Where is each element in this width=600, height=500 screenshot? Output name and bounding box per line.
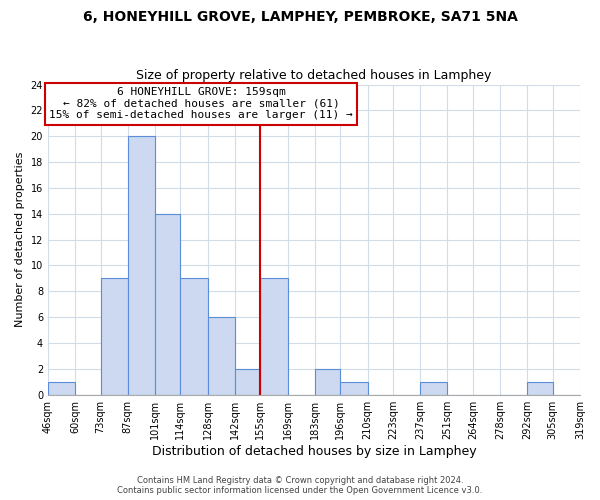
- Bar: [208, 317, 235, 394]
- Bar: [235, 369, 260, 394]
- Title: Size of property relative to detached houses in Lamphey: Size of property relative to detached ho…: [136, 69, 491, 82]
- Bar: [101, 278, 128, 394]
- Bar: [48, 382, 75, 394]
- Bar: [315, 369, 340, 394]
- X-axis label: Distribution of detached houses by size in Lamphey: Distribution of detached houses by size …: [152, 444, 476, 458]
- Bar: [155, 214, 181, 394]
- Bar: [527, 382, 553, 394]
- Text: Contains HM Land Registry data © Crown copyright and database right 2024.
Contai: Contains HM Land Registry data © Crown c…: [118, 476, 482, 495]
- Y-axis label: Number of detached properties: Number of detached properties: [15, 152, 25, 328]
- Bar: [420, 382, 448, 394]
- Text: 6, HONEYHILL GROVE, LAMPHEY, PEMBROKE, SA71 5NA: 6, HONEYHILL GROVE, LAMPHEY, PEMBROKE, S…: [83, 10, 517, 24]
- Bar: [340, 382, 368, 394]
- Bar: [260, 278, 287, 394]
- Bar: [128, 136, 155, 394]
- Text: 6 HONEYHILL GROVE: 159sqm
← 82% of detached houses are smaller (61)
15% of semi-: 6 HONEYHILL GROVE: 159sqm ← 82% of detac…: [49, 87, 353, 120]
- Bar: [181, 278, 208, 394]
